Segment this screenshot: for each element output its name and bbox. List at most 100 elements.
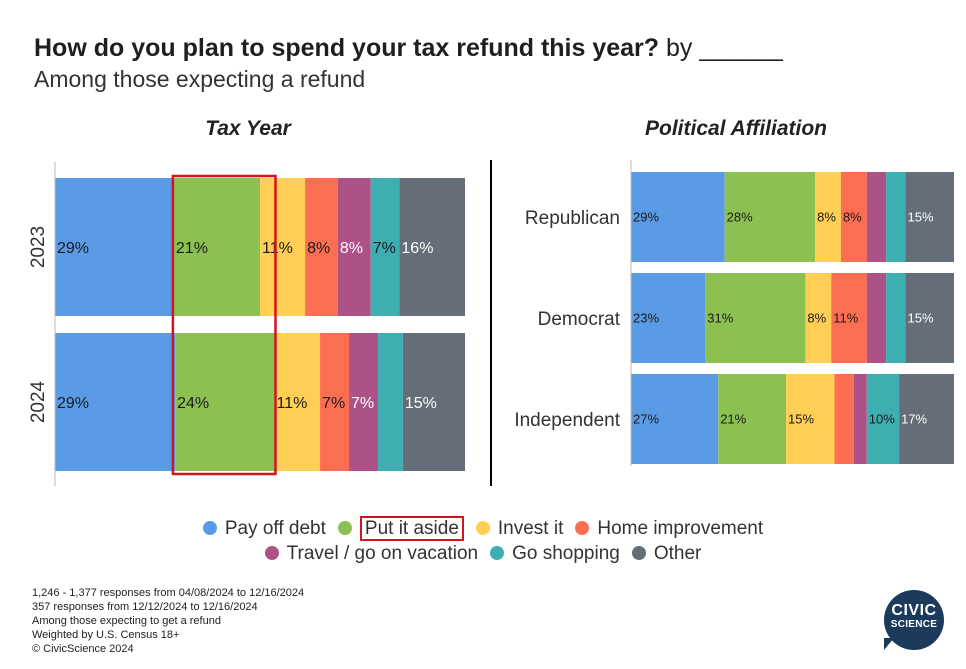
data-label-republican-other: 15% (908, 210, 934, 225)
bar-segment-democrat-go-shopping (886, 273, 906, 363)
bar-segment-2023-other (399, 178, 465, 316)
tax-year-chart: 29% 21% 11% 8% 8% 7% 16% 2023 29% 24% 11% 7% 7% 15% 20… (28, 162, 465, 486)
legend-swatch-put-it-aside (337, 521, 352, 536)
bar-segment-2023-home-improvement (305, 178, 338, 316)
category-label-democrat: Democrat (538, 309, 621, 330)
civicscience-logo: CIVIC SCIENCE (884, 590, 944, 650)
legend-label-go-shopping: Go shopping (512, 543, 620, 565)
highlight-box-put-it-aside (171, 174, 277, 476)
data-label-2023-pay-off-debt: 29% (57, 240, 89, 257)
data-label-2024-pay-off-debt: 29% (57, 395, 89, 412)
bar-segment-2024-put-it-aside (175, 333, 275, 471)
data-label-2024-home-improvement: 7% (322, 395, 345, 412)
data-label-democrat-other: 15% (908, 311, 934, 326)
category-label-2023: 2023 (28, 226, 49, 268)
political-panel-title: Political Affiliation (644, 117, 828, 140)
bar-segment-independent-home-improvement (834, 374, 854, 464)
legend-swatch-pay-off-debt (202, 521, 217, 536)
bar-segment-democrat-home-improvement (831, 273, 867, 363)
legend-item-pay-off-debt: Pay off debt (202, 516, 326, 541)
data-label-democrat-invest-it: 8% (807, 311, 826, 326)
legend-item-invest-it: Invest it (475, 516, 564, 541)
legend-label-pay-off-debt: Pay off debt (224, 518, 326, 540)
legend-item-home-improvement: Home improvement (575, 516, 763, 541)
bar-segment-independent-put-it-aside (718, 374, 787, 464)
bar-segment-2024-home-improvement (320, 333, 350, 471)
footnote-line: © CivicScience 2024 (32, 643, 134, 655)
footnote-line: Weighted by U.S. Census 18+ (32, 629, 180, 641)
data-label-independent-put-it-aside: 21% (720, 412, 746, 427)
data-label-democrat-put-it-aside: 31% (707, 311, 733, 326)
data-label-2023-go-shopping: 7% (373, 240, 396, 257)
legend-label-home-improvement: Home improvement (597, 518, 764, 540)
title-main: How do you plan to spend your tax refund… (34, 34, 660, 62)
logo-text-science: SCIENCE (890, 619, 938, 630)
data-label-independent-invest-it: 15% (788, 412, 814, 427)
data-label-democrat-pay-off-debt: 23% (633, 311, 659, 326)
legend-label-other: Other (653, 543, 702, 565)
logo-tail (884, 638, 894, 650)
legend-label-travel-go-on-vacation: Travel / go on vacation (286, 543, 479, 565)
logo-text-civic: CIVIC (891, 602, 937, 619)
legend: Pay off debt Put it aside Invest it Home im… (0, 516, 966, 566)
bar-segment-democrat-pay-off-debt (631, 273, 706, 363)
bar-segment-independent-pay-off-debt (631, 374, 719, 464)
bar-segment-republican-go-shopping (886, 172, 906, 262)
data-label-2024-put-it-aside: 24% (177, 395, 209, 412)
title-suffix: by ______ (666, 34, 783, 62)
bar-segment-2023-pay-off-debt (55, 178, 174, 316)
legend-row-1: Pay off debt Put it aside Invest it Home im… (0, 516, 966, 542)
bar-segment-2023-invest-it (260, 178, 306, 316)
category-label-independent: Independent (514, 410, 620, 431)
data-label-2023-travel-go-on-vacation: 8% (340, 240, 363, 257)
bar-segment-2024-other (402, 333, 465, 471)
data-label-independent-other: 17% (901, 412, 927, 427)
legend-label-invest-it: Invest it (497, 518, 564, 540)
legend-label-put-it-aside: Put it aside (359, 516, 464, 542)
bar-segment-independent-travel-go-on-vacation (853, 374, 867, 464)
bar-segment-democrat-other (905, 273, 954, 363)
data-label-2024-travel-go-on-vacation: 7% (351, 395, 374, 412)
bar-segment-republican-put-it-aside (724, 172, 816, 262)
legend-swatch-go-shopping (490, 546, 505, 561)
data-label-2023-home-improvement: 8% (307, 240, 330, 257)
legend-swatch-home-improvement (575, 521, 590, 536)
bar-segment-democrat-travel-go-on-vacation (866, 273, 887, 363)
bar-segment-2024-go-shopping (378, 333, 403, 471)
bar-segment-republican-pay-off-debt (631, 172, 725, 262)
data-label-democrat-home-improvement: 11% (833, 311, 858, 326)
legend-item-travel-go-on-vacation: Travel / go on vacation (264, 541, 479, 566)
footnote-line: 1,246 - 1,377 responses from 04/08/2024 … (32, 587, 305, 599)
footnote-line: 357 responses from 12/12/2024 to 12/16/2… (32, 601, 258, 613)
data-label-republican-invest-it: 8% (817, 210, 836, 225)
category-label-republican: Republican (525, 208, 620, 229)
bar-segment-2024-pay-off-debt (55, 333, 176, 471)
legend-item-other: Other (631, 541, 702, 566)
footnote-line: Among those expecting to get a refund (32, 615, 221, 627)
data-label-2023-invest-it: 11% (262, 240, 293, 257)
bar-segment-democrat-put-it-aside (705, 273, 806, 363)
bar-segment-independent-go-shopping (866, 374, 900, 464)
bar-segment-independent-invest-it (786, 374, 835, 464)
bar-segment-republican-invest-it (815, 172, 841, 262)
legend-row-2: Travel / go on vacation Go shopping Other (0, 541, 966, 566)
bar-segment-2023-go-shopping (370, 178, 400, 316)
political-affiliation-chart: 29% 28% 8% 8% 15% Republican 23% 31% 8% 11% 15% Dem… (514, 160, 954, 466)
bar-segment-democrat-invest-it (805, 273, 832, 363)
bar-segment-2023-put-it-aside (173, 178, 260, 316)
data-label-independent-go-shopping: 10% (869, 412, 895, 427)
data-label-republican-pay-off-debt: 29% (633, 210, 659, 225)
data-label-2024-other: 15% (405, 395, 437, 412)
data-label-independent-pay-off-debt: 27% (633, 412, 659, 427)
data-label-republican-home-improvement: 8% (843, 210, 862, 225)
legend-swatch-invest-it (475, 521, 490, 536)
data-label-republican-put-it-aside: 28% (727, 210, 753, 225)
category-label-2024: 2024 (28, 380, 49, 423)
data-label-2023-other: 16% (401, 240, 433, 257)
tax-year-panel-title: Tax Year (205, 117, 291, 140)
bar-segment-independent-other (899, 374, 954, 464)
footnotes: 1,246 - 1,377 responses from 04/08/2024 … (32, 586, 304, 656)
data-label-2024-invest-it: 11% (276, 395, 307, 412)
legend-item-go-shopping: Go shopping (490, 541, 620, 566)
